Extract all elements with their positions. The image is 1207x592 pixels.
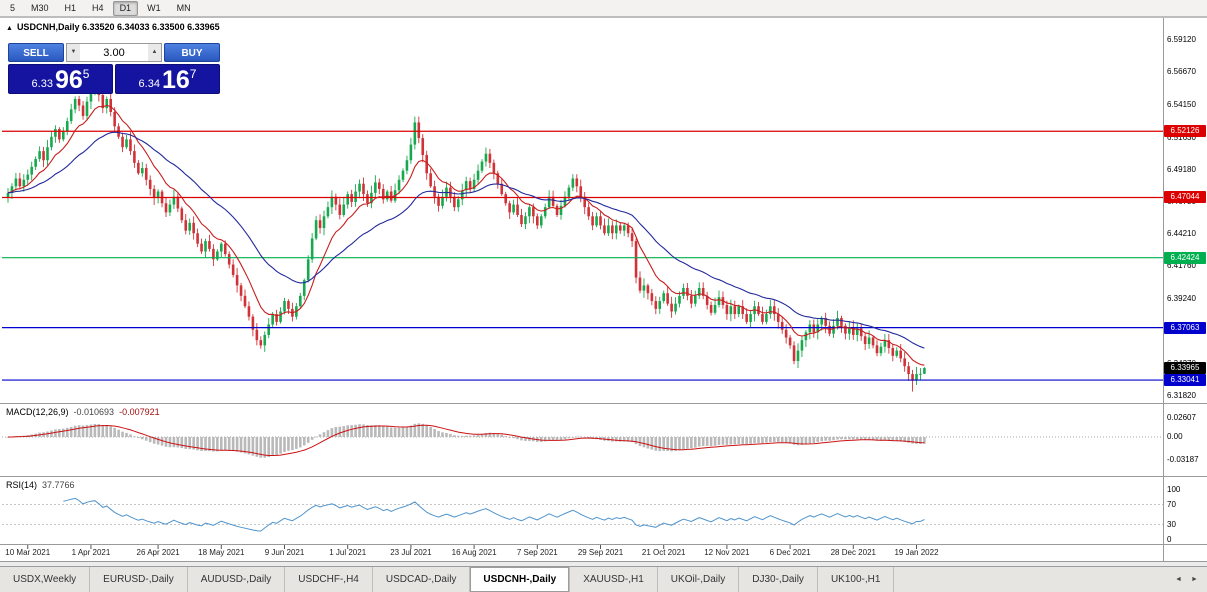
buy-button[interactable]: BUY — [164, 43, 220, 62]
current-price-badge: 6.33965 — [1164, 361, 1206, 374]
date-tick-label: 19 Jan 2022 — [894, 548, 939, 557]
date-tick-label: 26 Apr 2021 — [136, 548, 180, 557]
rsi-tick-label: 0 — [1167, 534, 1172, 544]
price-tick-label: 6.44210 — [1167, 229, 1196, 239]
date-tick-label: 6 Dec 2021 — [769, 548, 811, 557]
price-tick-label: 6.49180 — [1167, 164, 1196, 174]
chart-tab-audusd-daily[interactable]: AUDUSD-,Daily — [188, 567, 286, 592]
date-tick-label: 23 Jul 2021 — [390, 548, 432, 557]
chart-title: ▲ USDCNH,Daily 6.33520 6.34033 6.33500 6.… — [6, 22, 220, 32]
price-tick-label: 6.31820 — [1167, 390, 1196, 400]
chart-tab-eurusd-daily[interactable]: EURUSD-,Daily — [90, 567, 188, 592]
level-price-badge: 6.33041 — [1164, 374, 1206, 387]
chart-tab-bar: USDX,Weekly EURUSD-,Daily AUDUSD-,Daily USD… — [0, 566, 1207, 592]
date-tick-label: 29 Sep 2021 — [577, 548, 624, 557]
chart-tab-uk100-h1[interactable]: UK100-,H1 — [818, 567, 895, 592]
buy-price-big: 16 — [161, 66, 190, 94]
one-click-trading-panel: SELL ▼ ▲ BUY 6.33 96 5 6.34 16 7 — [8, 43, 220, 94]
sell-price-big: 96 — [54, 66, 83, 94]
rsi-value: 37.7766 — [42, 480, 75, 490]
date-tick-label: 16 Aug 2021 — [451, 548, 497, 557]
buy-price-prefix: 6.34 — [138, 78, 160, 90]
volume-group: ▼ ▲ — [66, 43, 162, 62]
timeframe-toolbar: 5 M30 H1 H4 D1 W1 MN — [0, 0, 1207, 17]
price-axis[interactable]: 6.591206.566706.541506.516306.491806.467… — [1164, 17, 1207, 562]
sell-price-display[interactable]: 6.33 96 5 — [8, 64, 113, 94]
macd-indicator-label: MACD(12,26,9) -0.010693 -0.007921 — [6, 407, 160, 417]
price-tick-label: 6.56670 — [1167, 66, 1196, 76]
chart-tab-ukoil-daily[interactable]: UKOil-,Daily — [658, 567, 740, 592]
sell-button[interactable]: SELL — [8, 43, 64, 62]
tabs-scroll-right-icon[interactable]: ► — [1191, 576, 1198, 583]
macd-tick-label: 0.02607 — [1167, 413, 1196, 422]
macd-tick-label: 0.00 — [1167, 432, 1183, 441]
date-tick-label: 12 Nov 2021 — [704, 548, 750, 557]
macd-main-value: -0.010693 — [73, 407, 115, 417]
date-tick-label: 21 Oct 2021 — [641, 548, 686, 557]
chart-tab-usdchf-h4[interactable]: USDCHF-,H4 — [285, 567, 373, 592]
macd-signal-value: -0.007921 — [119, 407, 160, 417]
level-price-badge: 6.37063 — [1164, 321, 1206, 334]
sell-price-sup: 5 — [82, 67, 90, 81]
date-tick-label: 9 Jun 2021 — [264, 548, 305, 557]
date-tick-label: 18 May 2021 — [198, 548, 245, 557]
timeframe-button-h1[interactable]: H1 — [64, 2, 77, 13]
chart-tabs: USDX,Weekly EURUSD-,Daily AUDUSD-,Daily USD… — [0, 567, 1207, 592]
rsi-tick-label: 100 — [1167, 484, 1181, 494]
tabs-scroll-left-icon[interactable]: ◄ — [1175, 576, 1182, 583]
buy-price-sup: 7 — [189, 67, 197, 81]
volume-input[interactable] — [80, 44, 148, 61]
macd-tick-label: -0.03187 — [1167, 455, 1199, 465]
chart-tab-xauusd-h1[interactable]: XAUUSD-,H1 — [570, 567, 658, 592]
chart-tab-usdcad-daily[interactable]: USDCAD-,Daily — [373, 567, 471, 592]
date-axis[interactable]: 10 Mar 2021 1 Apr 2021 26 Apr 2021 18 May 2… — [0, 545, 1163, 562]
buy-price-display[interactable]: 6.34 16 7 — [115, 64, 220, 94]
chart-tab-dj30-daily[interactable]: DJ30-,Daily — [739, 567, 818, 592]
price-chart[interactable] — [0, 0, 1207, 562]
sell-price-prefix: 6.33 — [31, 78, 53, 90]
rsi-indicator-label: RSI(14) 37.7766 — [6, 480, 75, 490]
price-tick-label: 6.59120 — [1167, 35, 1196, 45]
timeframe-button-mn[interactable]: MN — [176, 2, 191, 13]
date-tick-label: 10 Mar 2021 — [5, 548, 51, 557]
chart-tab-usdcnh-daily[interactable]: USDCNH-,Daily — [470, 567, 571, 592]
price-tick-label: 6.51630 — [1167, 132, 1196, 142]
timeframe-button-m30[interactable]: M30 — [31, 2, 49, 13]
price-tick-label: 6.39240 — [1167, 294, 1196, 304]
level-price-badge: 6.42424 — [1164, 251, 1206, 264]
timeframe-button-h4[interactable]: H4 — [92, 2, 104, 13]
collapse-panel-icon[interactable]: ▲ — [6, 25, 13, 32]
date-tick-label: 28 Dec 2021 — [830, 548, 876, 557]
level-price-badge: 6.52126 — [1164, 125, 1206, 138]
date-tick-label: 1 Apr 2021 — [71, 548, 111, 557]
rsi-name: RSI(14) — [6, 480, 38, 490]
chart-ohlc-values: 6.33520 6.34033 6.33500 6.33965 — [81, 22, 220, 32]
timeframe-button-d1[interactable]: D1 — [112, 0, 139, 16]
rsi-tick-label: 30 — [1167, 519, 1176, 529]
chart-symbol-label: USDCNH,Daily — [16, 22, 80, 32]
price-tick-label: 6.41760 — [1167, 261, 1196, 271]
date-tick-label: 7 Sep 2021 — [516, 548, 558, 557]
macd-name: MACD(12,26,9) — [6, 407, 69, 417]
volume-up-button[interactable]: ▲ — [148, 44, 161, 61]
timeframe-button-w1[interactable]: W1 — [147, 2, 161, 13]
level-price-badge: 6.47044 — [1164, 191, 1206, 204]
rsi-tick-label: 70 — [1167, 499, 1176, 509]
date-tick-label: 1 Jul 2021 — [329, 548, 367, 557]
volume-down-button[interactable]: ▼ — [67, 44, 80, 61]
price-tick-label: 6.54150 — [1167, 99, 1196, 109]
chart-tab-usdx-weekly[interactable]: USDX,Weekly — [0, 567, 91, 592]
timeframe-button-5[interactable]: 5 — [10, 2, 16, 13]
